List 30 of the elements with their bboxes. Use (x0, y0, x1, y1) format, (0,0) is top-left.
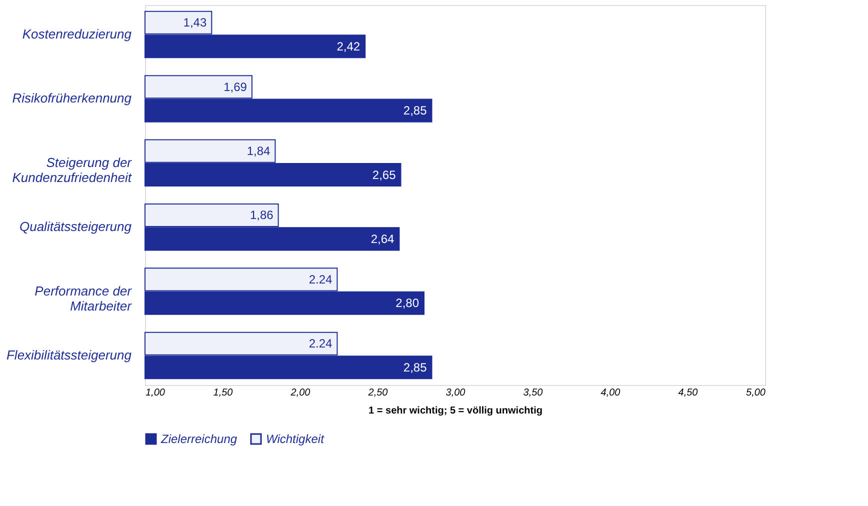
x-tick-label: 3,00 (446, 388, 466, 398)
x-tick-label: 5,00 (746, 388, 766, 398)
y-tick-label: Steigerung der Kundenzufriedenheit (12, 154, 133, 185)
data-label: 2,64 (370, 232, 395, 246)
x-tick-label: 2,50 (367, 388, 388, 398)
data-label: 1,84 (246, 144, 271, 158)
data-label: 2,65 (372, 168, 396, 182)
data-label: 2,85 (403, 360, 428, 374)
data-label: 2,80 (396, 296, 420, 310)
data-label: 2.24 (308, 272, 333, 286)
x-axis-title: 1 = sehr wichtig; 5 = völlig unwichtig (368, 406, 542, 416)
x-tick-label: 3,50 (523, 388, 544, 398)
legend-label: Zielerreichung (160, 432, 238, 446)
x-tick-label: 4,00 (600, 388, 621, 398)
x-tick-label: 4,50 (678, 388, 698, 398)
x-tick-label: 2,00 (290, 388, 311, 398)
y-tick-label: Flexibilitätssteigerung (6, 347, 132, 362)
x-tick-label: 1,00 (146, 388, 166, 398)
y-tick-label: Qualitätssteigerung (19, 219, 132, 234)
data-label: 2.24 (308, 336, 333, 351)
y-tick-label: Kostenreduzierung (22, 26, 132, 42)
y-tick-label: Performance der Mitarbeiter (34, 283, 132, 314)
legend-label: Wichtigkeit (266, 432, 325, 446)
x-tick-label: 1,50 (213, 388, 234, 398)
data-label: 1,69 (224, 80, 248, 94)
data-label: 1,86 (250, 208, 274, 222)
y-tick-label: Risikofrüherkennung (12, 90, 132, 106)
data-label: 2,42 (336, 39, 360, 54)
data-label: 1,43 (183, 16, 207, 30)
data-label: 2,85 (403, 104, 428, 118)
